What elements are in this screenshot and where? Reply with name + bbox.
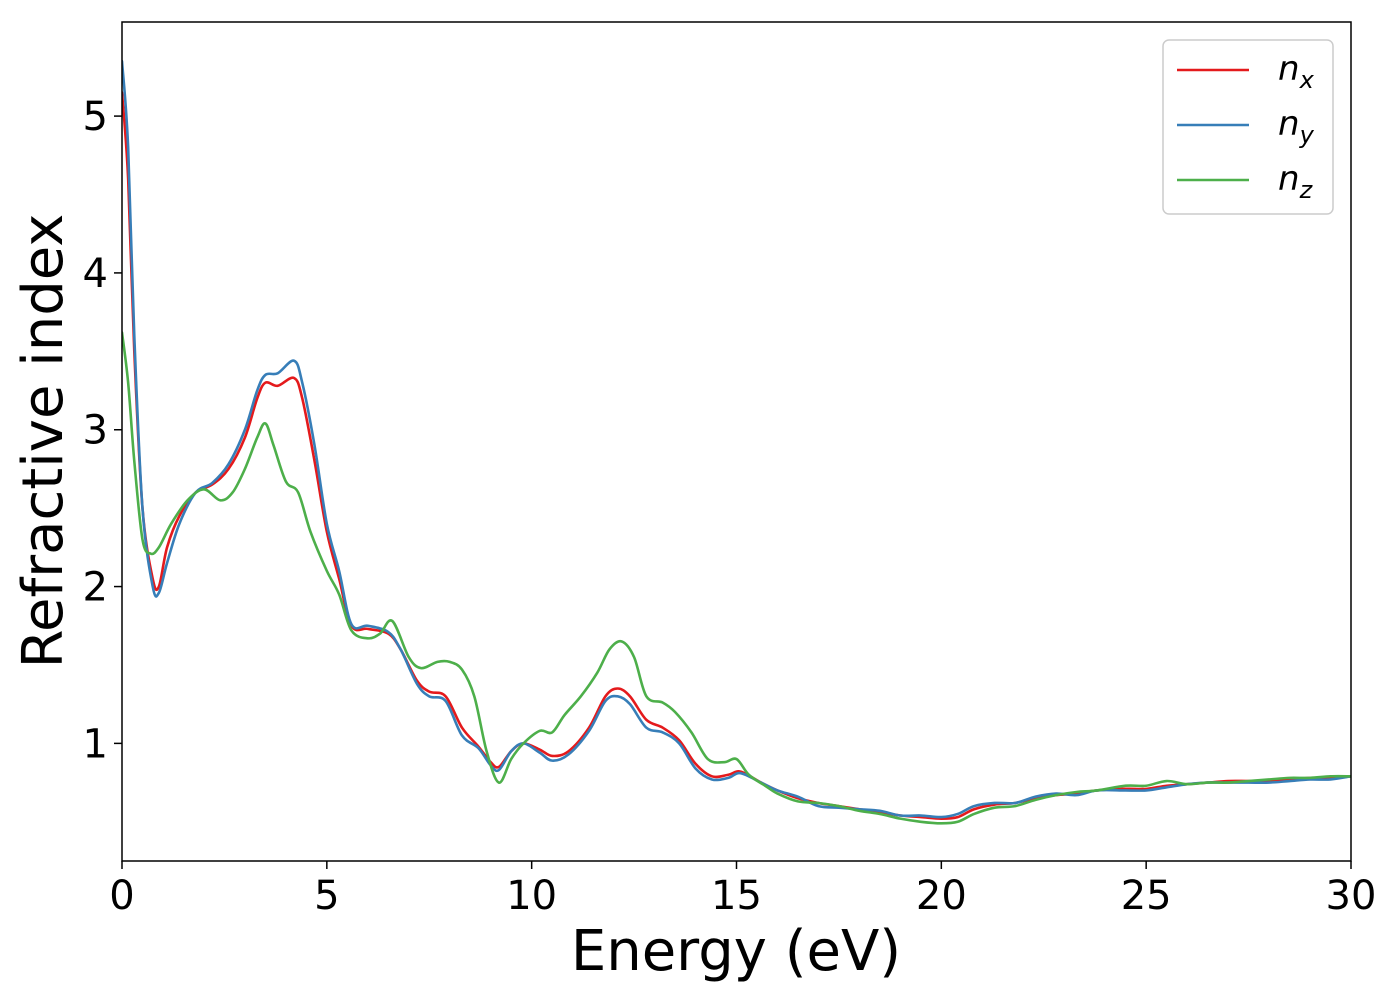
x-tick-label: 5	[314, 873, 339, 919]
x-axis-title: Energy (eV)	[571, 919, 901, 984]
y-axis: 1 2 3 4 5	[83, 94, 122, 767]
x-tick-label: 0	[109, 873, 134, 919]
legend-label-ny: ny	[1278, 104, 1315, 149]
legend-box	[1162, 39, 1334, 215]
x-tick-label: 25	[1121, 873, 1172, 919]
y-tick-label: 1	[83, 721, 108, 767]
legend-label-base: n	[1278, 159, 1300, 199]
legend-label-subscript: x	[1299, 66, 1315, 94]
y-tick-label: 4	[83, 251, 108, 297]
legend-label-nx: nx	[1278, 49, 1315, 94]
x-tick-label: 10	[506, 873, 557, 919]
x-tick-label: 30	[1326, 873, 1377, 919]
y-axis-title: Refractive index	[11, 214, 76, 669]
x-tick-label: 15	[711, 873, 762, 919]
series-line-nx	[122, 91, 1351, 820]
y-tick-label: 2	[83, 565, 108, 611]
series-line-nz	[122, 331, 1351, 825]
x-tick-label: 20	[916, 873, 967, 919]
x-axis: 0 5 10 15 20 25 30	[109, 861, 1376, 919]
series-line-ny	[122, 59, 1351, 819]
legend-label-subscript: y	[1299, 121, 1315, 149]
legend-label-base: n	[1278, 49, 1300, 89]
y-tick-label: 5	[83, 94, 108, 140]
y-tick-label: 3	[83, 408, 108, 454]
legend-label-subscript: z	[1299, 176, 1314, 204]
series-layer	[122, 59, 1351, 825]
legend-label-nz: nz	[1278, 159, 1314, 204]
legend-label-base: n	[1278, 104, 1300, 144]
